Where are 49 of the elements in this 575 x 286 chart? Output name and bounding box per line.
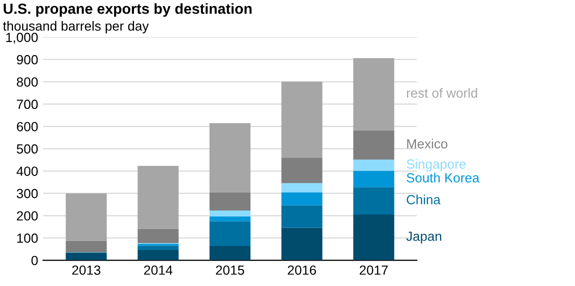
chart-subtitle: thousand barrels per day (3, 21, 149, 34)
y-tick-label: 200 (16, 211, 38, 221)
y-tick-label: 0 (31, 256, 38, 266)
bar (210, 221, 250, 246)
y-tick-label: 600 (16, 122, 38, 132)
bar (210, 210, 250, 217)
series-label: Singapore (406, 159, 466, 172)
series-label: China (406, 194, 441, 204)
bar (353, 130, 394, 160)
bar (353, 160, 394, 171)
chart-title: U.S. propane exports by destination (4, 3, 252, 17)
bar (353, 58, 394, 130)
bar (353, 214, 394, 260)
x-tick-label: 2014 (144, 265, 172, 275)
bar (353, 170, 394, 188)
bar (138, 166, 179, 229)
series-label: rest of world (406, 88, 478, 98)
bar (210, 246, 250, 260)
x-tick-label: 2017 (360, 265, 388, 275)
series-label: South Korea (406, 172, 480, 182)
y-tick-label: 300 (16, 188, 38, 198)
bar (66, 240, 107, 252)
y-tick-label: 100 (17, 234, 38, 243)
y-tick-label: 700 (16, 100, 38, 110)
bar (210, 216, 250, 222)
bar (281, 228, 322, 260)
y-tick-label: 1,000 (6, 32, 38, 44)
x-tick-label: 2015 (216, 265, 244, 275)
bar (281, 205, 322, 228)
y-tick-label: 400 (16, 166, 38, 176)
bar (353, 187, 394, 215)
bar (66, 252, 107, 260)
bar (138, 250, 179, 260)
y-tick-label: 800 (16, 77, 38, 87)
x-tick-label: 2016 (288, 265, 316, 275)
x-tick-label: 2013 (72, 265, 100, 275)
bar (210, 192, 250, 211)
bar (138, 246, 179, 250)
bar (138, 228, 179, 244)
series-label: Mexico (407, 138, 448, 148)
bar (281, 192, 322, 206)
bar (281, 183, 322, 192)
y-tick-label: 900 (16, 55, 38, 64)
y-tick-label: 500 (16, 144, 38, 154)
series-label: Japan (406, 232, 442, 244)
bar (281, 82, 322, 158)
bar (210, 123, 250, 192)
bar (66, 193, 107, 241)
bar (281, 158, 322, 184)
